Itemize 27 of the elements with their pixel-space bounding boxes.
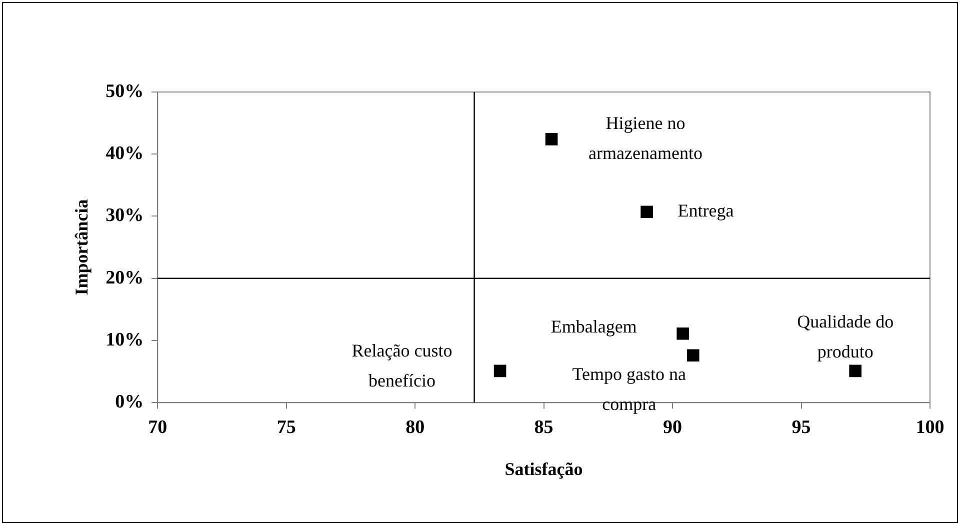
annotation: Qualidade do produto <box>797 312 894 362</box>
point <box>676 327 689 340</box>
x-tick-label: 95 <box>792 416 811 438</box>
y-tick-label: 20% <box>106 267 144 288</box>
x-tick-label: 85 <box>534 416 554 438</box>
x-tick-label: 100 <box>916 416 944 438</box>
y-tick-label: 30% <box>106 205 144 226</box>
annotation: Embalagem <box>550 316 637 336</box>
y-tick-label: 50% <box>106 80 144 102</box>
annotation: Entrega <box>678 200 734 221</box>
annotation: Tempo gasto na compra <box>572 364 686 414</box>
y-tick-label: 40% <box>106 143 144 164</box>
y-tick-label: 10% <box>106 329 144 350</box>
x-tick-label: 90 <box>663 416 682 438</box>
y-tick-label: 0% <box>115 392 144 413</box>
point <box>686 349 700 362</box>
y-axis-title: Importância <box>71 199 92 296</box>
point <box>849 364 862 378</box>
point <box>494 364 506 378</box>
point <box>545 133 558 146</box>
point <box>640 206 653 218</box>
annotation: Relação custo benefício <box>352 340 452 391</box>
x-tick-label: 75 <box>276 416 296 438</box>
x-tick-label: 70 <box>148 416 168 438</box>
annotation: Higiene no armazenamento <box>588 112 702 163</box>
x-axis-title: Satisfação <box>504 458 583 479</box>
x-tick-label: 80 <box>406 416 425 438</box>
